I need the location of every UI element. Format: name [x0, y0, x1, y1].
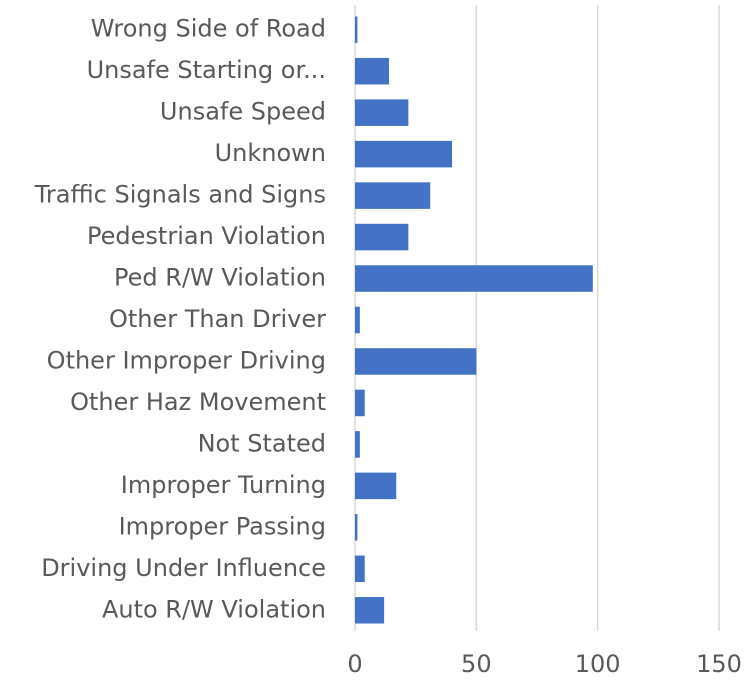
bar: [355, 555, 365, 583]
y-tick-label: Unsafe Starting or...: [87, 56, 326, 84]
bar: [355, 140, 453, 168]
y-tick-label: Other Improper Driving: [47, 346, 326, 374]
y-tick-label: Wrong Side of Road: [91, 15, 326, 43]
y-tick-label: Improper Passing: [119, 512, 326, 540]
y-tick-label: Other Than Driver: [109, 305, 326, 333]
bar: [355, 99, 409, 126]
bar: [355, 431, 360, 458]
y-tick-label: Traffic Signals and Signs: [34, 181, 326, 209]
bar: [355, 348, 477, 375]
bar: [355, 16, 358, 44]
y-tick-label: Unsafe Speed: [160, 98, 326, 126]
y-tick-label: Pedestrian Violation: [87, 222, 326, 250]
y-tick-label: Not Stated: [198, 429, 326, 457]
bar: [355, 57, 389, 85]
bar: [355, 306, 360, 334]
y-tick-label: Improper Turning: [121, 471, 326, 499]
y-tick-label: Auto R/W Violation: [102, 595, 326, 623]
bar: [355, 223, 409, 251]
y-tick-label: Ped R/W Violation: [114, 264, 326, 292]
x-tick-label: 0: [347, 650, 362, 678]
bar: [355, 182, 431, 209]
bar: [355, 514, 358, 541]
bar: [355, 596, 385, 624]
x-tick-label: 150: [696, 650, 742, 678]
y-tick-label: Driving Under Influence: [41, 554, 326, 582]
y-tick-label: Unknown: [215, 139, 326, 167]
x-tick-label: 100: [575, 650, 621, 678]
bar: [355, 389, 365, 417]
x-tick-label: 50: [461, 650, 492, 678]
bar: [355, 265, 593, 292]
y-tick-label: Other Haz Movement: [70, 388, 326, 416]
bar: [355, 472, 397, 500]
